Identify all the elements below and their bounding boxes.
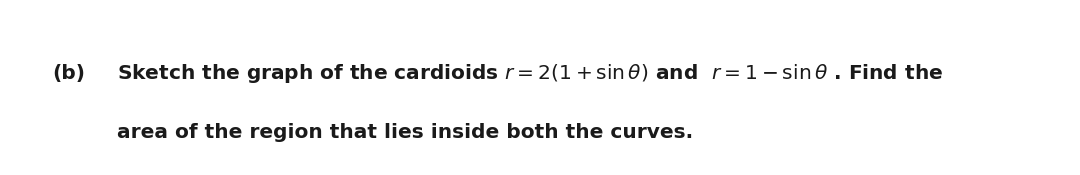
Text: Sketch the graph of the cardioids $r = 2(1 + \sin\theta)$ and  $r = 1 - \sin\the: Sketch the graph of the cardioids $r = 2…	[117, 62, 943, 85]
Text: (b): (b)	[52, 64, 85, 83]
Text: area of the region that lies inside both the curves.: area of the region that lies inside both…	[117, 124, 692, 142]
